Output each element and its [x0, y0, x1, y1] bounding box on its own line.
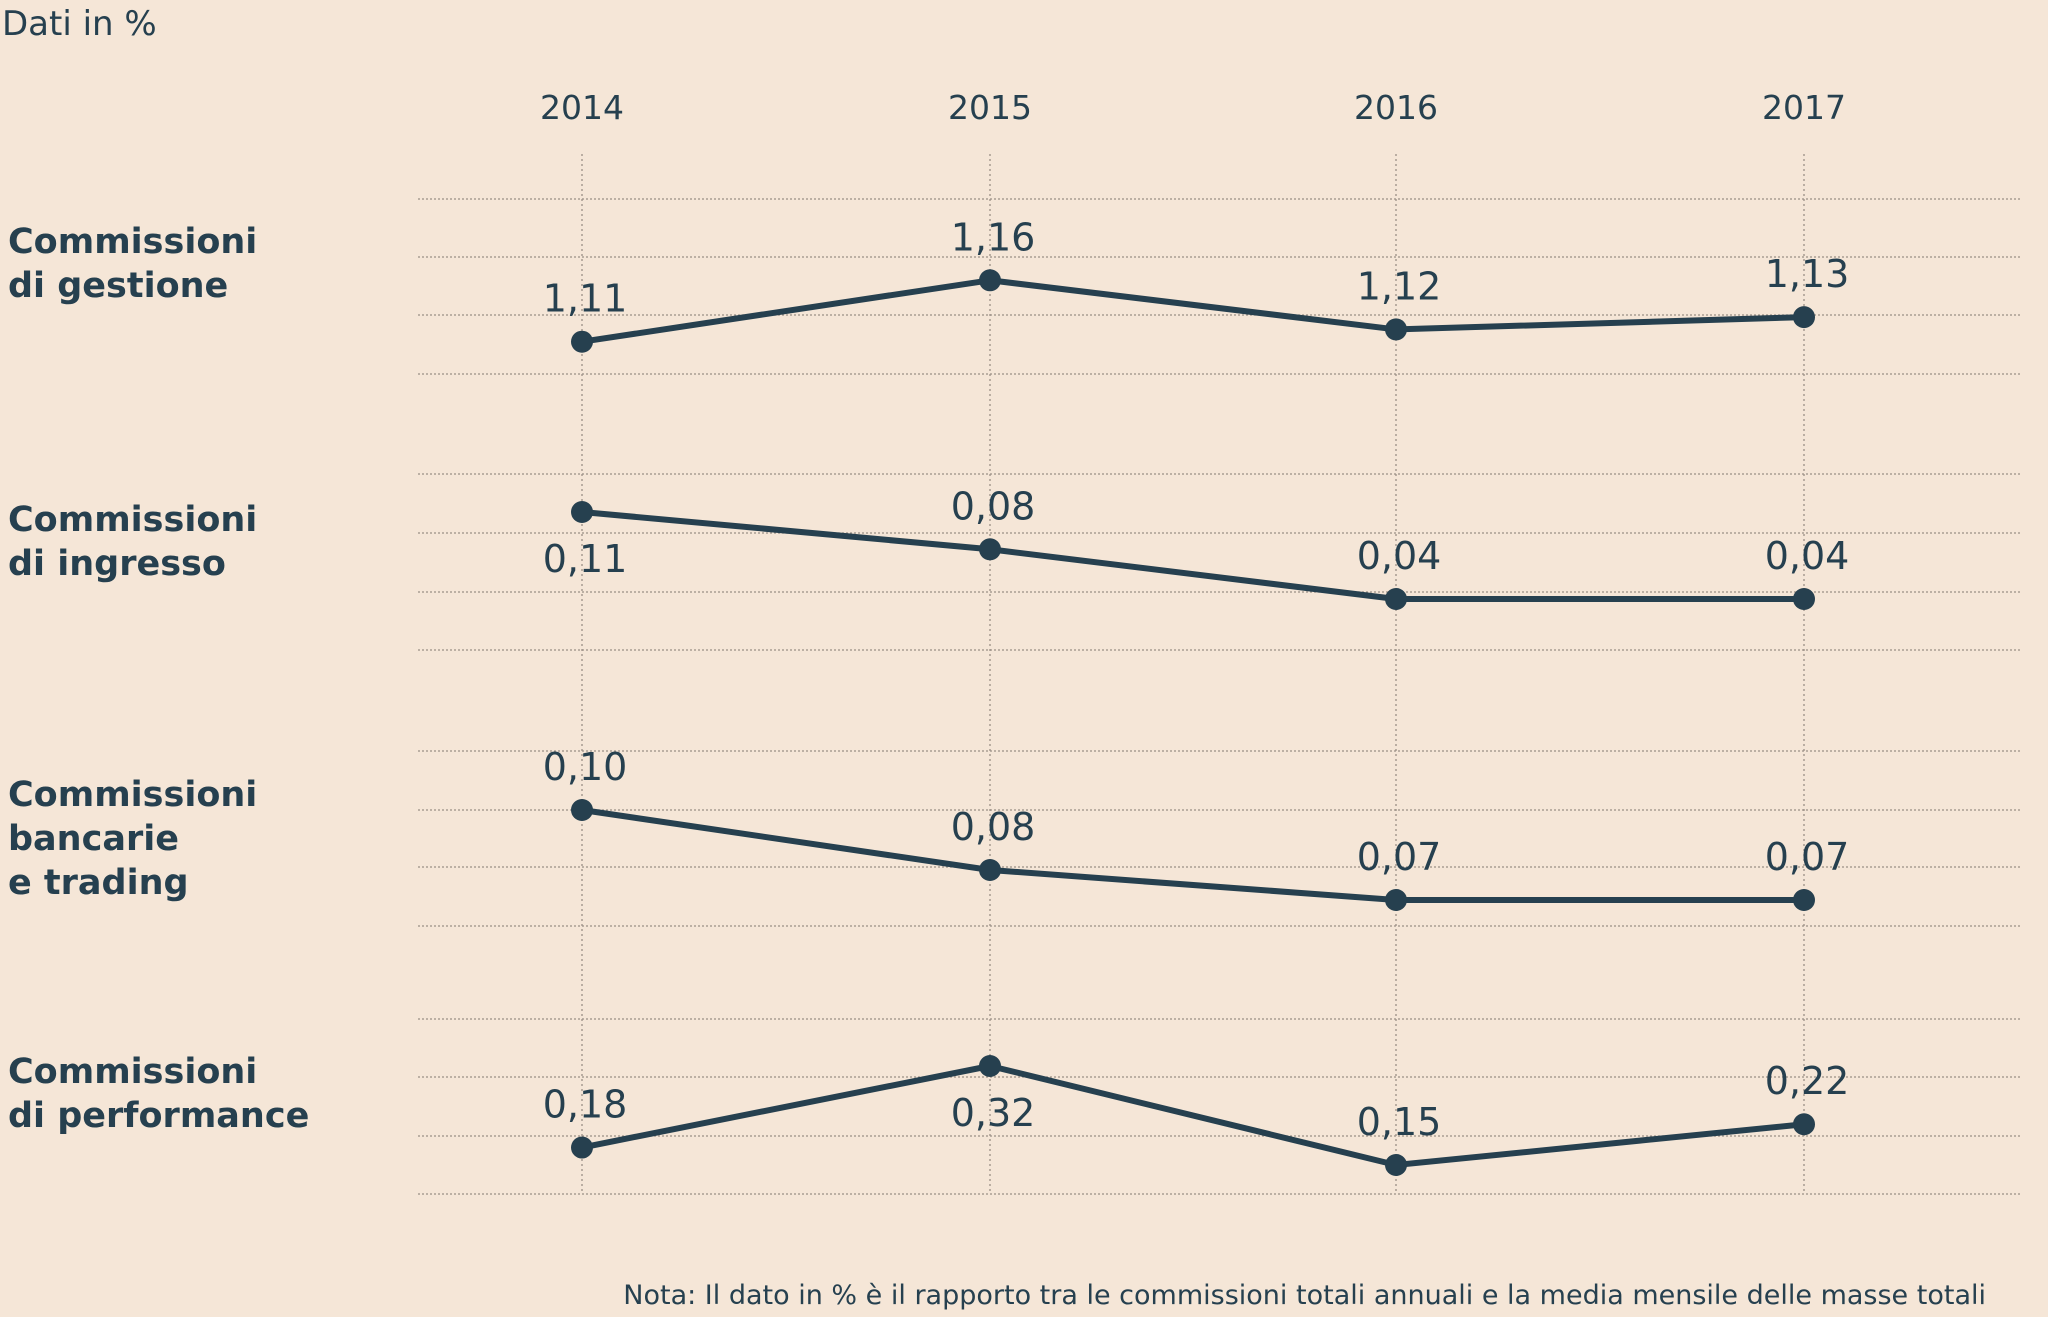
- data-point-2014: [571, 1136, 593, 1159]
- data-label-2016: 0,15: [1357, 1100, 1442, 1144]
- data-label-2015: 1,16: [951, 215, 1036, 259]
- row-label-bancarie: Commissioni bancarie e trading: [8, 775, 258, 903]
- year-label-2017: 2017: [1762, 88, 1846, 127]
- data-point-2014: [571, 799, 593, 821]
- data-point-2015: [979, 859, 1001, 881]
- data-label-2017: 0,22: [1765, 1059, 1850, 1103]
- data-point-2017: [1793, 588, 1815, 610]
- data-label-2014: 0,18: [543, 1083, 628, 1127]
- row-label-ingresso: Commissioni di ingresso: [8, 500, 258, 584]
- data-label-2017: 1,13: [1765, 252, 1850, 296]
- data-point-2017: [1793, 1113, 1815, 1136]
- data-point-2016: [1385, 889, 1407, 911]
- data-point-2016: [1385, 588, 1407, 610]
- data-point-2015: [979, 1055, 1001, 1077]
- year-label-2015: 2015: [948, 88, 1032, 127]
- data-point-2017: [1793, 306, 1815, 329]
- data-label-2014: 0,11: [543, 537, 628, 581]
- unit-label: Dati in %: [2, 4, 157, 44]
- row-label-gestione: Commissioni di gestione: [8, 222, 258, 306]
- data-point-2015: [979, 538, 1001, 561]
- year-label-2016: 2016: [1354, 88, 1438, 127]
- data-point-2016: [1385, 318, 1407, 341]
- year-label-2014: 2014: [540, 88, 624, 127]
- data-point-2016: [1385, 1154, 1407, 1176]
- data-point-2017: [1793, 889, 1815, 911]
- series-line: [581, 509, 1804, 602]
- data-label-2017: 0,04: [1765, 534, 1850, 578]
- series-line: [581, 1063, 1805, 1168]
- data-label-2016: 1,12: [1357, 264, 1442, 308]
- row-label-performance: Commissioni di performance: [8, 1052, 310, 1136]
- series-line: [581, 277, 1805, 345]
- data-label-2016: 0,07: [1357, 835, 1442, 879]
- data-label-2014: 1,11: [543, 277, 628, 321]
- data-label-2017: 0,07: [1765, 835, 1850, 879]
- data-label-2014: 0,10: [543, 745, 628, 789]
- data-point-2015: [979, 269, 1001, 292]
- data-point-2014: [571, 330, 593, 353]
- footnote: Nota: Il dato in % è il rapporto tra le …: [623, 1280, 1986, 1311]
- data-label-2016: 0,04: [1357, 534, 1442, 578]
- data-label-2015: 0,32: [951, 1091, 1036, 1135]
- data-label-2015: 0,08: [951, 805, 1036, 849]
- data-label-2015: 0,08: [951, 484, 1036, 528]
- series-line: [581, 807, 1804, 903]
- data-point-2014: [571, 501, 593, 523]
